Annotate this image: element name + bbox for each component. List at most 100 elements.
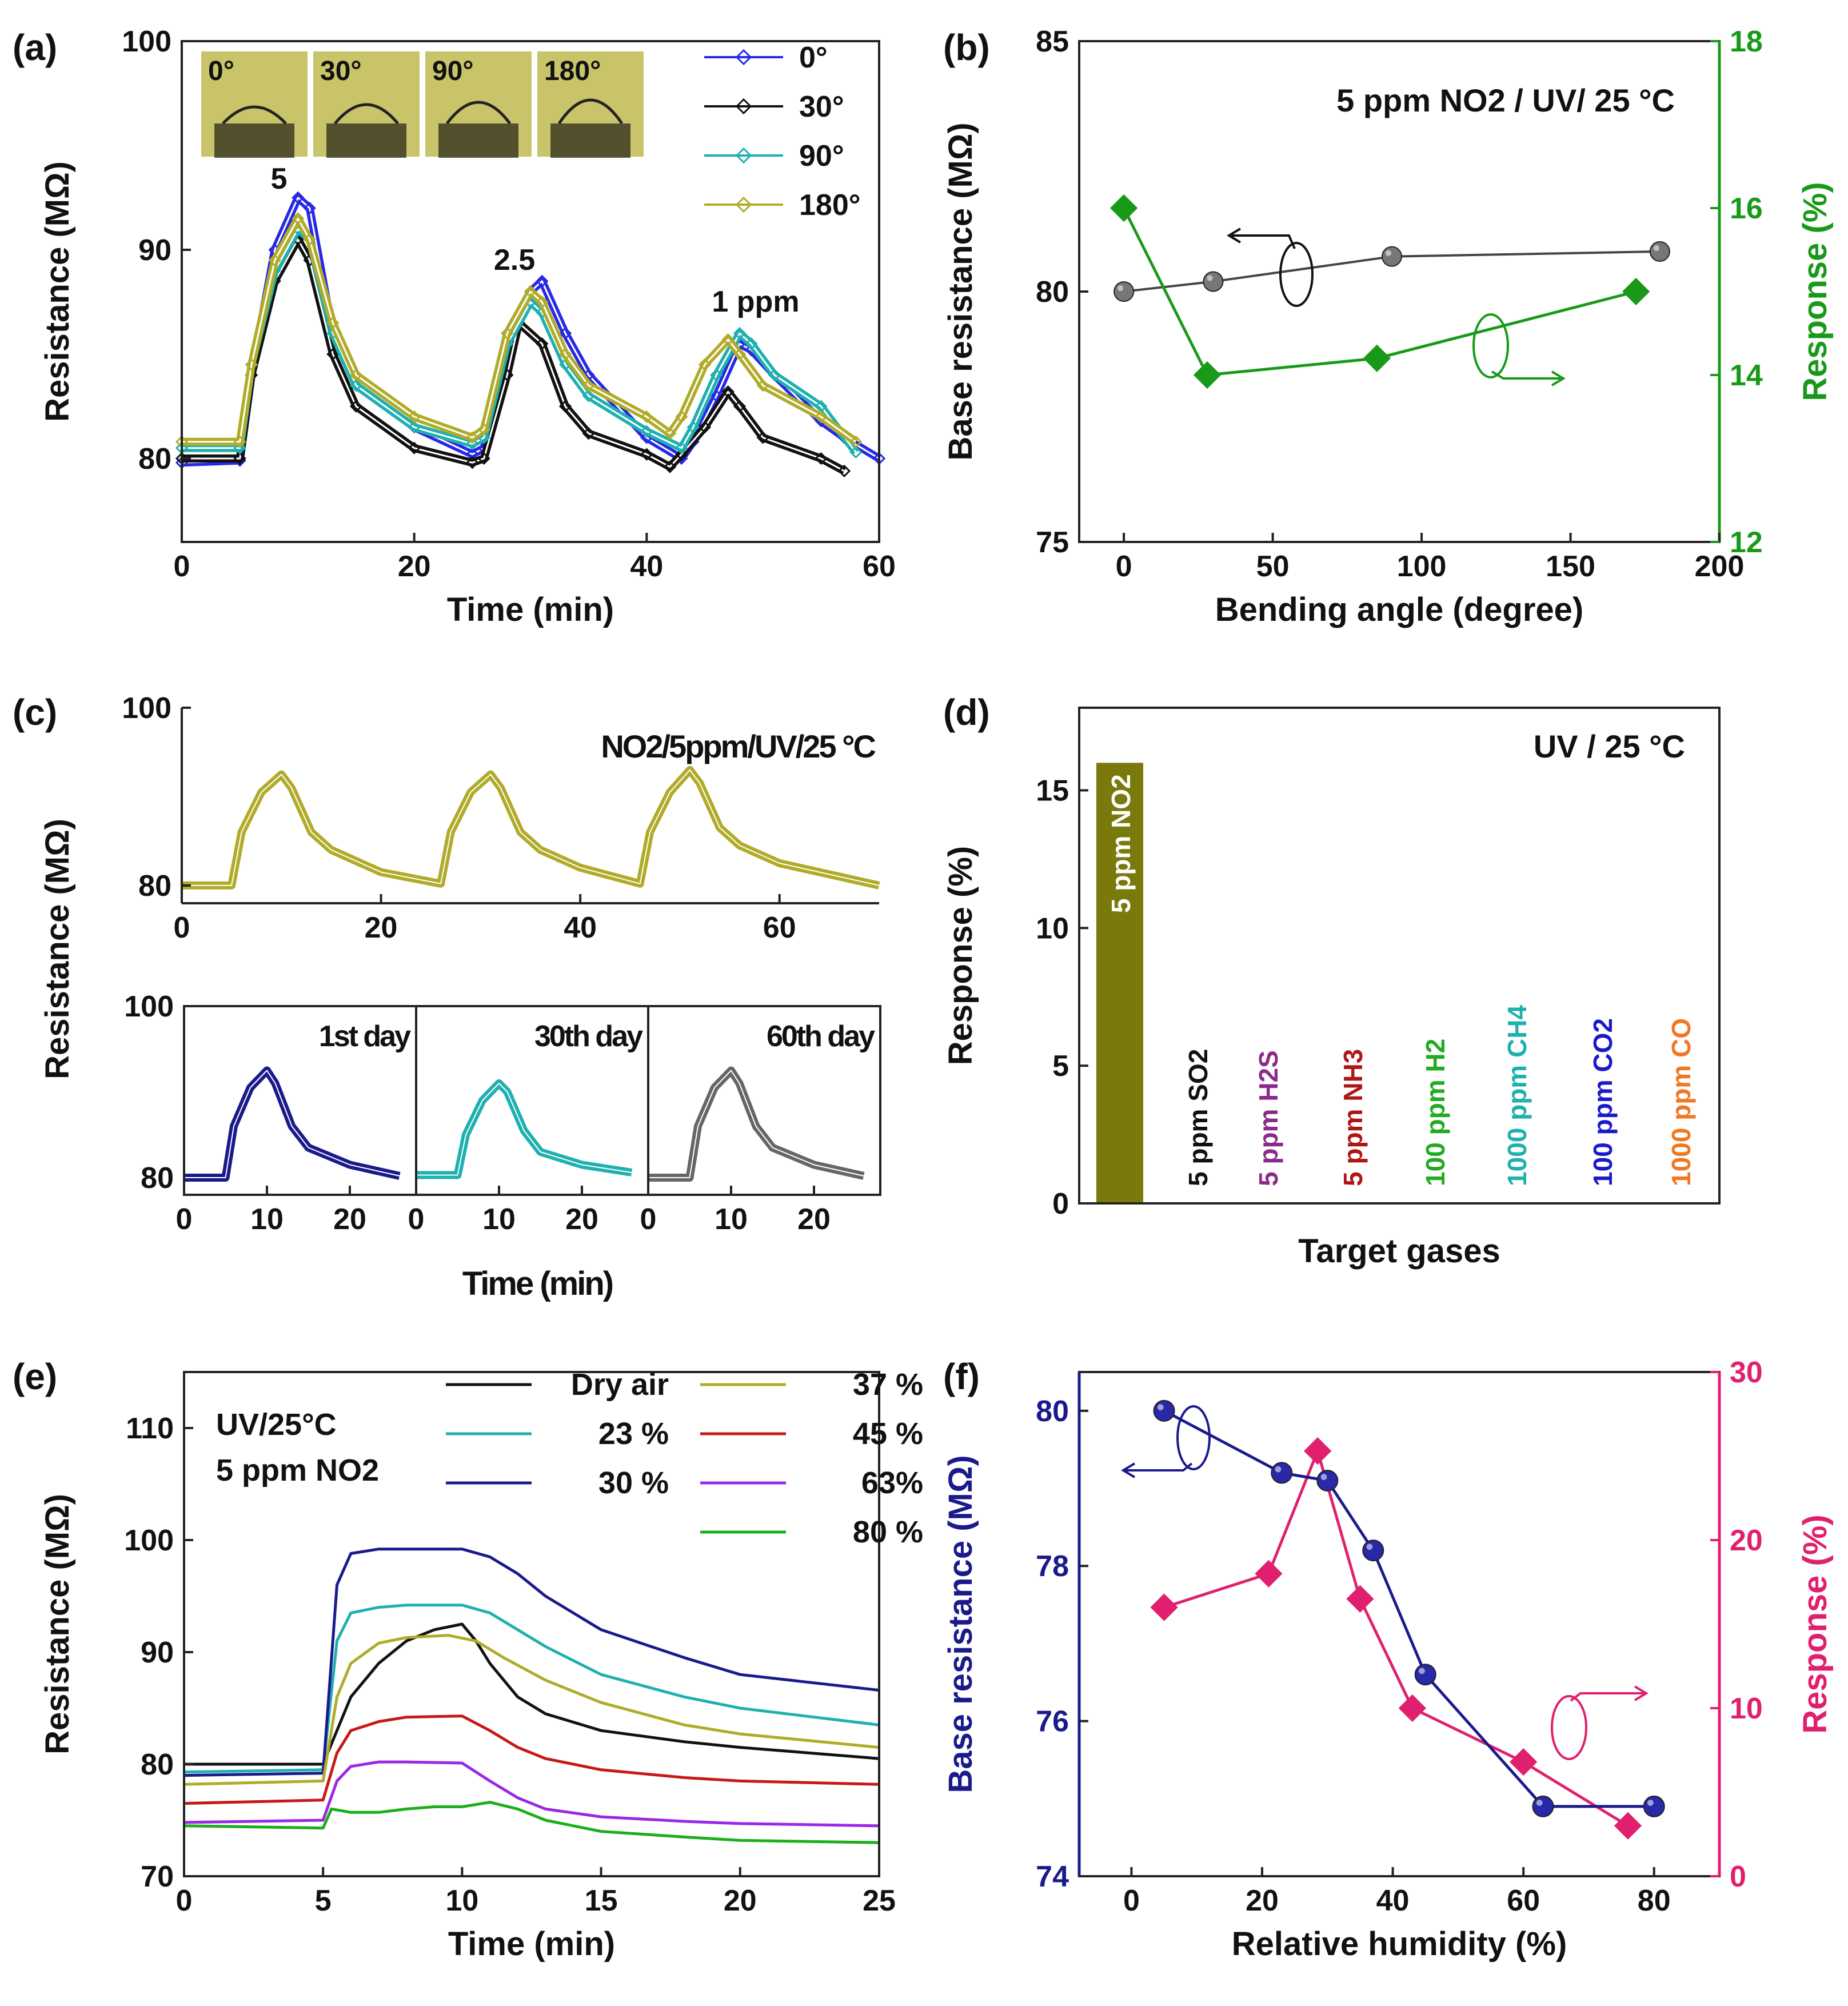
x-tick-label: 10 bbox=[482, 1203, 516, 1236]
legend-marker bbox=[735, 49, 752, 66]
data-point bbox=[233, 435, 246, 448]
x-tick-label: 40 bbox=[1376, 1884, 1410, 1917]
data-point bbox=[849, 435, 863, 448]
inset-label: 0° bbox=[208, 56, 234, 86]
plot-frame bbox=[181, 40, 880, 543]
base-resistance-point bbox=[1532, 1795, 1554, 1817]
data-point bbox=[292, 212, 305, 225]
data-point bbox=[675, 441, 688, 454]
category-label: 100 ppm H2 bbox=[1420, 1039, 1450, 1186]
data-point bbox=[686, 421, 700, 434]
data-point bbox=[721, 333, 735, 346]
data-point bbox=[303, 201, 316, 215]
series-23 % bbox=[183, 1604, 880, 1774]
data-point bbox=[698, 358, 712, 371]
data-point bbox=[733, 326, 747, 340]
x-tick-label: 150 bbox=[1546, 550, 1595, 583]
base-resistance-point-highlight bbox=[1320, 1474, 1327, 1481]
legend-label: 80 % bbox=[853, 1515, 923, 1549]
stability-band bbox=[182, 765, 880, 890]
y-axis-label: Base resistance (MΩ) bbox=[942, 122, 979, 460]
inset-label: 90° bbox=[432, 56, 474, 86]
day-highlight bbox=[184, 1070, 400, 1178]
x-tick-label: 5 bbox=[315, 1884, 332, 1917]
data-point bbox=[756, 431, 769, 444]
y-tick-label: 100 bbox=[124, 990, 174, 1023]
base-resistance-point-highlight bbox=[1647, 1800, 1654, 1806]
series-line-highlight bbox=[182, 217, 857, 443]
inset-film bbox=[334, 103, 399, 125]
data-point bbox=[849, 445, 863, 459]
y-tick-label: 90 bbox=[141, 1636, 174, 1669]
data-point bbox=[349, 368, 363, 382]
panel-label: (e) bbox=[13, 1356, 57, 1397]
x-tick-label: 60 bbox=[1507, 1884, 1540, 1917]
annotation: UV/25°C bbox=[216, 1407, 337, 1442]
data-point bbox=[326, 348, 340, 361]
x-tick-label: 20 bbox=[1246, 1884, 1279, 1917]
stability-highlight bbox=[182, 769, 880, 886]
x-tick-label: 0 bbox=[176, 1203, 193, 1236]
base-resistance-point-highlight bbox=[1275, 1466, 1282, 1473]
response-point bbox=[1150, 1593, 1178, 1621]
arrow-right bbox=[1491, 370, 1560, 380]
y-tick-label: 90 bbox=[138, 234, 171, 267]
base-resistance-point bbox=[1381, 246, 1402, 267]
x-axis-label: Relative humidity (%) bbox=[1232, 1925, 1567, 1963]
data-point bbox=[745, 337, 758, 350]
data-point bbox=[721, 385, 735, 398]
panel-b: (b) 0 50 100 150 200 75 80 85 12 14 16 18 Bending ang… bbox=[942, 25, 1834, 628]
x-tick-label: 0 bbox=[640, 1203, 657, 1236]
y-axis-label-right: Response (%) bbox=[1797, 1514, 1834, 1734]
legend-label: 37 % bbox=[853, 1367, 923, 1402]
legend-label: 45 % bbox=[853, 1417, 923, 1451]
base-resistance-point-highlight bbox=[1419, 1668, 1425, 1674]
legend-label: 0° bbox=[799, 41, 828, 74]
x-axis-label: Time (min) bbox=[448, 1925, 615, 1963]
day-label: 30th day bbox=[534, 1020, 643, 1053]
data-point bbox=[477, 452, 490, 465]
arrow-right-head bbox=[1551, 370, 1566, 386]
base-resistance-point bbox=[1113, 281, 1135, 302]
legend-label: 63% bbox=[861, 1466, 923, 1500]
base-resistance-point bbox=[1362, 1540, 1384, 1562]
base-resistance-point bbox=[1643, 1795, 1665, 1817]
y-tick-label: 110 bbox=[126, 1412, 174, 1445]
series-line-highlight bbox=[181, 197, 880, 464]
data-point bbox=[536, 274, 549, 288]
data-point bbox=[815, 452, 828, 465]
panel-e: (e) 0 5 10 15 20 25 70 80 90 100 110 Time (min) Resis… bbox=[13, 1356, 923, 1963]
y-tick-label: 75 bbox=[1036, 526, 1069, 559]
x-tick-label: 40 bbox=[630, 550, 663, 583]
data-point bbox=[558, 400, 572, 413]
base-resistance-point bbox=[1203, 271, 1224, 292]
base-resistance-point-highlight bbox=[1207, 275, 1213, 281]
x-tick-label: 20 bbox=[797, 1203, 831, 1236]
base-resistance-point bbox=[1649, 241, 1670, 262]
base-resistance-point bbox=[1316, 1469, 1339, 1491]
y-tick-label: 100 bbox=[124, 1524, 174, 1557]
data-point bbox=[408, 421, 421, 434]
data-point bbox=[768, 368, 781, 382]
annotation: 5 ppm NO2 bbox=[216, 1453, 379, 1487]
legend-label: 180° bbox=[799, 189, 861, 222]
annotation: 2.5 bbox=[494, 244, 535, 277]
response-point bbox=[1363, 344, 1391, 372]
x-tick-label: 15 bbox=[585, 1884, 618, 1917]
legend-label: Dry air bbox=[571, 1367, 669, 1402]
inset-film bbox=[222, 105, 287, 125]
legend-label: 90° bbox=[799, 139, 844, 173]
response-point bbox=[1622, 277, 1650, 306]
y-tick-label-right: 18 bbox=[1730, 25, 1763, 58]
x-tick-label: 10 bbox=[250, 1203, 284, 1236]
arrow-left-head bbox=[1121, 1462, 1136, 1478]
base-resistance-point-highlight bbox=[1366, 1544, 1373, 1550]
ellipse-guide-navy bbox=[1176, 1405, 1211, 1470]
series-63% bbox=[183, 1760, 880, 1828]
x-tick-label: 80 bbox=[1638, 1884, 1671, 1917]
day-label: 1st day bbox=[319, 1020, 411, 1053]
ellipse-guide bbox=[1279, 242, 1314, 307]
x-tick-label: 60 bbox=[763, 911, 796, 944]
data-point bbox=[558, 326, 572, 340]
arrow-left-head bbox=[1227, 228, 1242, 244]
